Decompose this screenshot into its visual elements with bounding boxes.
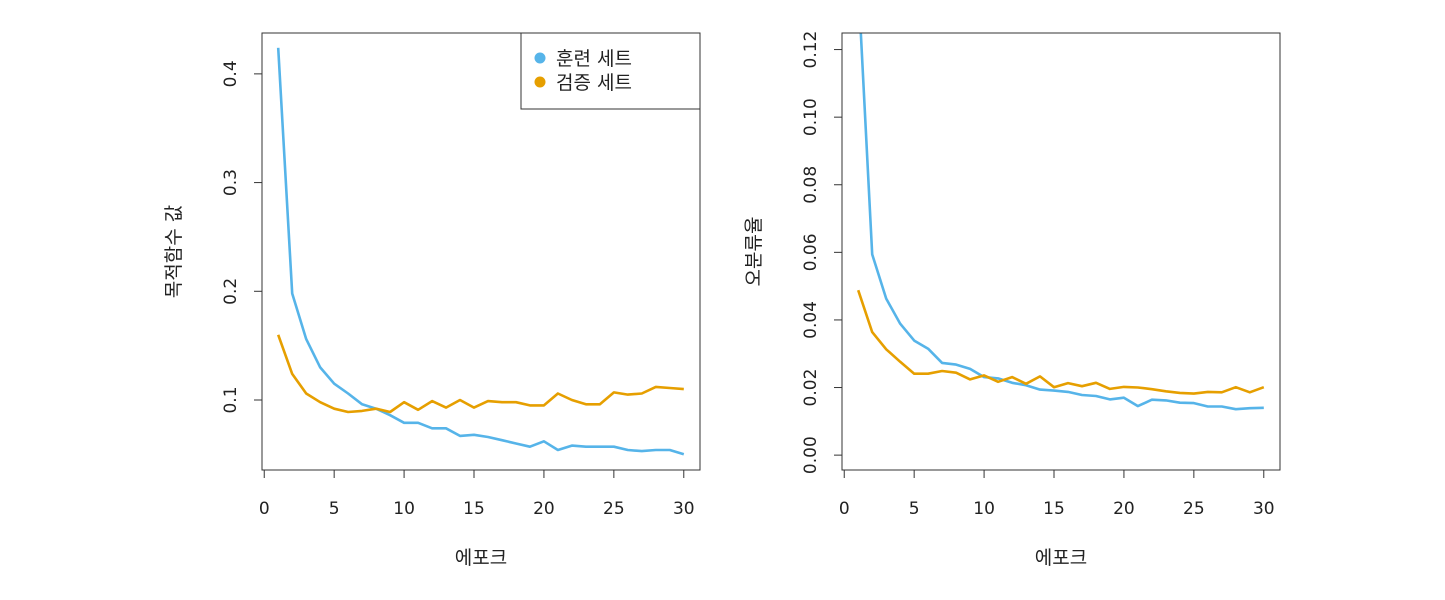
x-tick-label: 15 <box>463 499 485 519</box>
x-tick-label: 10 <box>393 499 415 519</box>
x-tick-label: 5 <box>909 499 920 519</box>
validation-series-line <box>856 289 1265 395</box>
y-tick-label: 0.12 <box>801 31 821 69</box>
x-tick-label: 25 <box>603 499 625 519</box>
x-tick-label: 5 <box>329 499 340 519</box>
y-tick-label: 0.06 <box>801 233 821 271</box>
legend-label: 훈련 세트 <box>556 48 632 70</box>
x-tick-label: 10 <box>973 499 995 519</box>
y-axis-label: 목적함수 값 <box>163 205 185 298</box>
x-tick-label: 25 <box>1183 499 1205 519</box>
x-tick-label: 30 <box>673 499 695 519</box>
x-axis-label: 에포크 <box>1035 547 1087 569</box>
y-tick-label: 0.02 <box>801 369 821 407</box>
y-axis-label: 오분류율 <box>743 217 765 287</box>
train-series-line <box>276 47 685 456</box>
x-tick-label: 20 <box>533 499 555 519</box>
train-series-line <box>859 33 1264 411</box>
plot-frame <box>261 32 701 471</box>
x-tick-label: 0 <box>839 499 850 519</box>
plot-1: 0 5 10 15 20 25 30 0.1 0.2 0.3 0.4 에포크 목적함수 값 훈련 세트검증… <box>163 32 701 569</box>
legend-label: 검증 세트 <box>556 72 632 94</box>
x-tick-label: 15 <box>1043 499 1065 519</box>
legend-box <box>520 32 701 110</box>
y-tick-label: 0.04 <box>801 301 821 339</box>
plot-2: 0 5 10 15 20 25 30 0.00 0.02 0.04 0.06 0.08 0.10 0.12… <box>743 31 1281 569</box>
y-tick-label: 0.3 <box>221 169 241 196</box>
legend-train-marker <box>534 52 546 64</box>
validation-series-line <box>276 334 684 414</box>
x-tick-label: 20 <box>1113 499 1135 519</box>
y-tick-label: 0.10 <box>801 98 821 136</box>
plot-frame <box>841 32 1281 471</box>
y-tick-label: 0.00 <box>801 436 821 474</box>
y-tick-label: 0.08 <box>801 166 821 204</box>
x-tick-label: 0 <box>259 499 270 519</box>
x-axis-label: 에포크 <box>455 547 507 569</box>
y-tick-label: 0.2 <box>221 278 241 305</box>
y-tick-label: 0.1 <box>221 386 241 413</box>
legend-validation-marker <box>534 76 546 88</box>
x-tick-label: 30 <box>1253 499 1275 519</box>
y-tick-label: 0.4 <box>221 60 241 87</box>
